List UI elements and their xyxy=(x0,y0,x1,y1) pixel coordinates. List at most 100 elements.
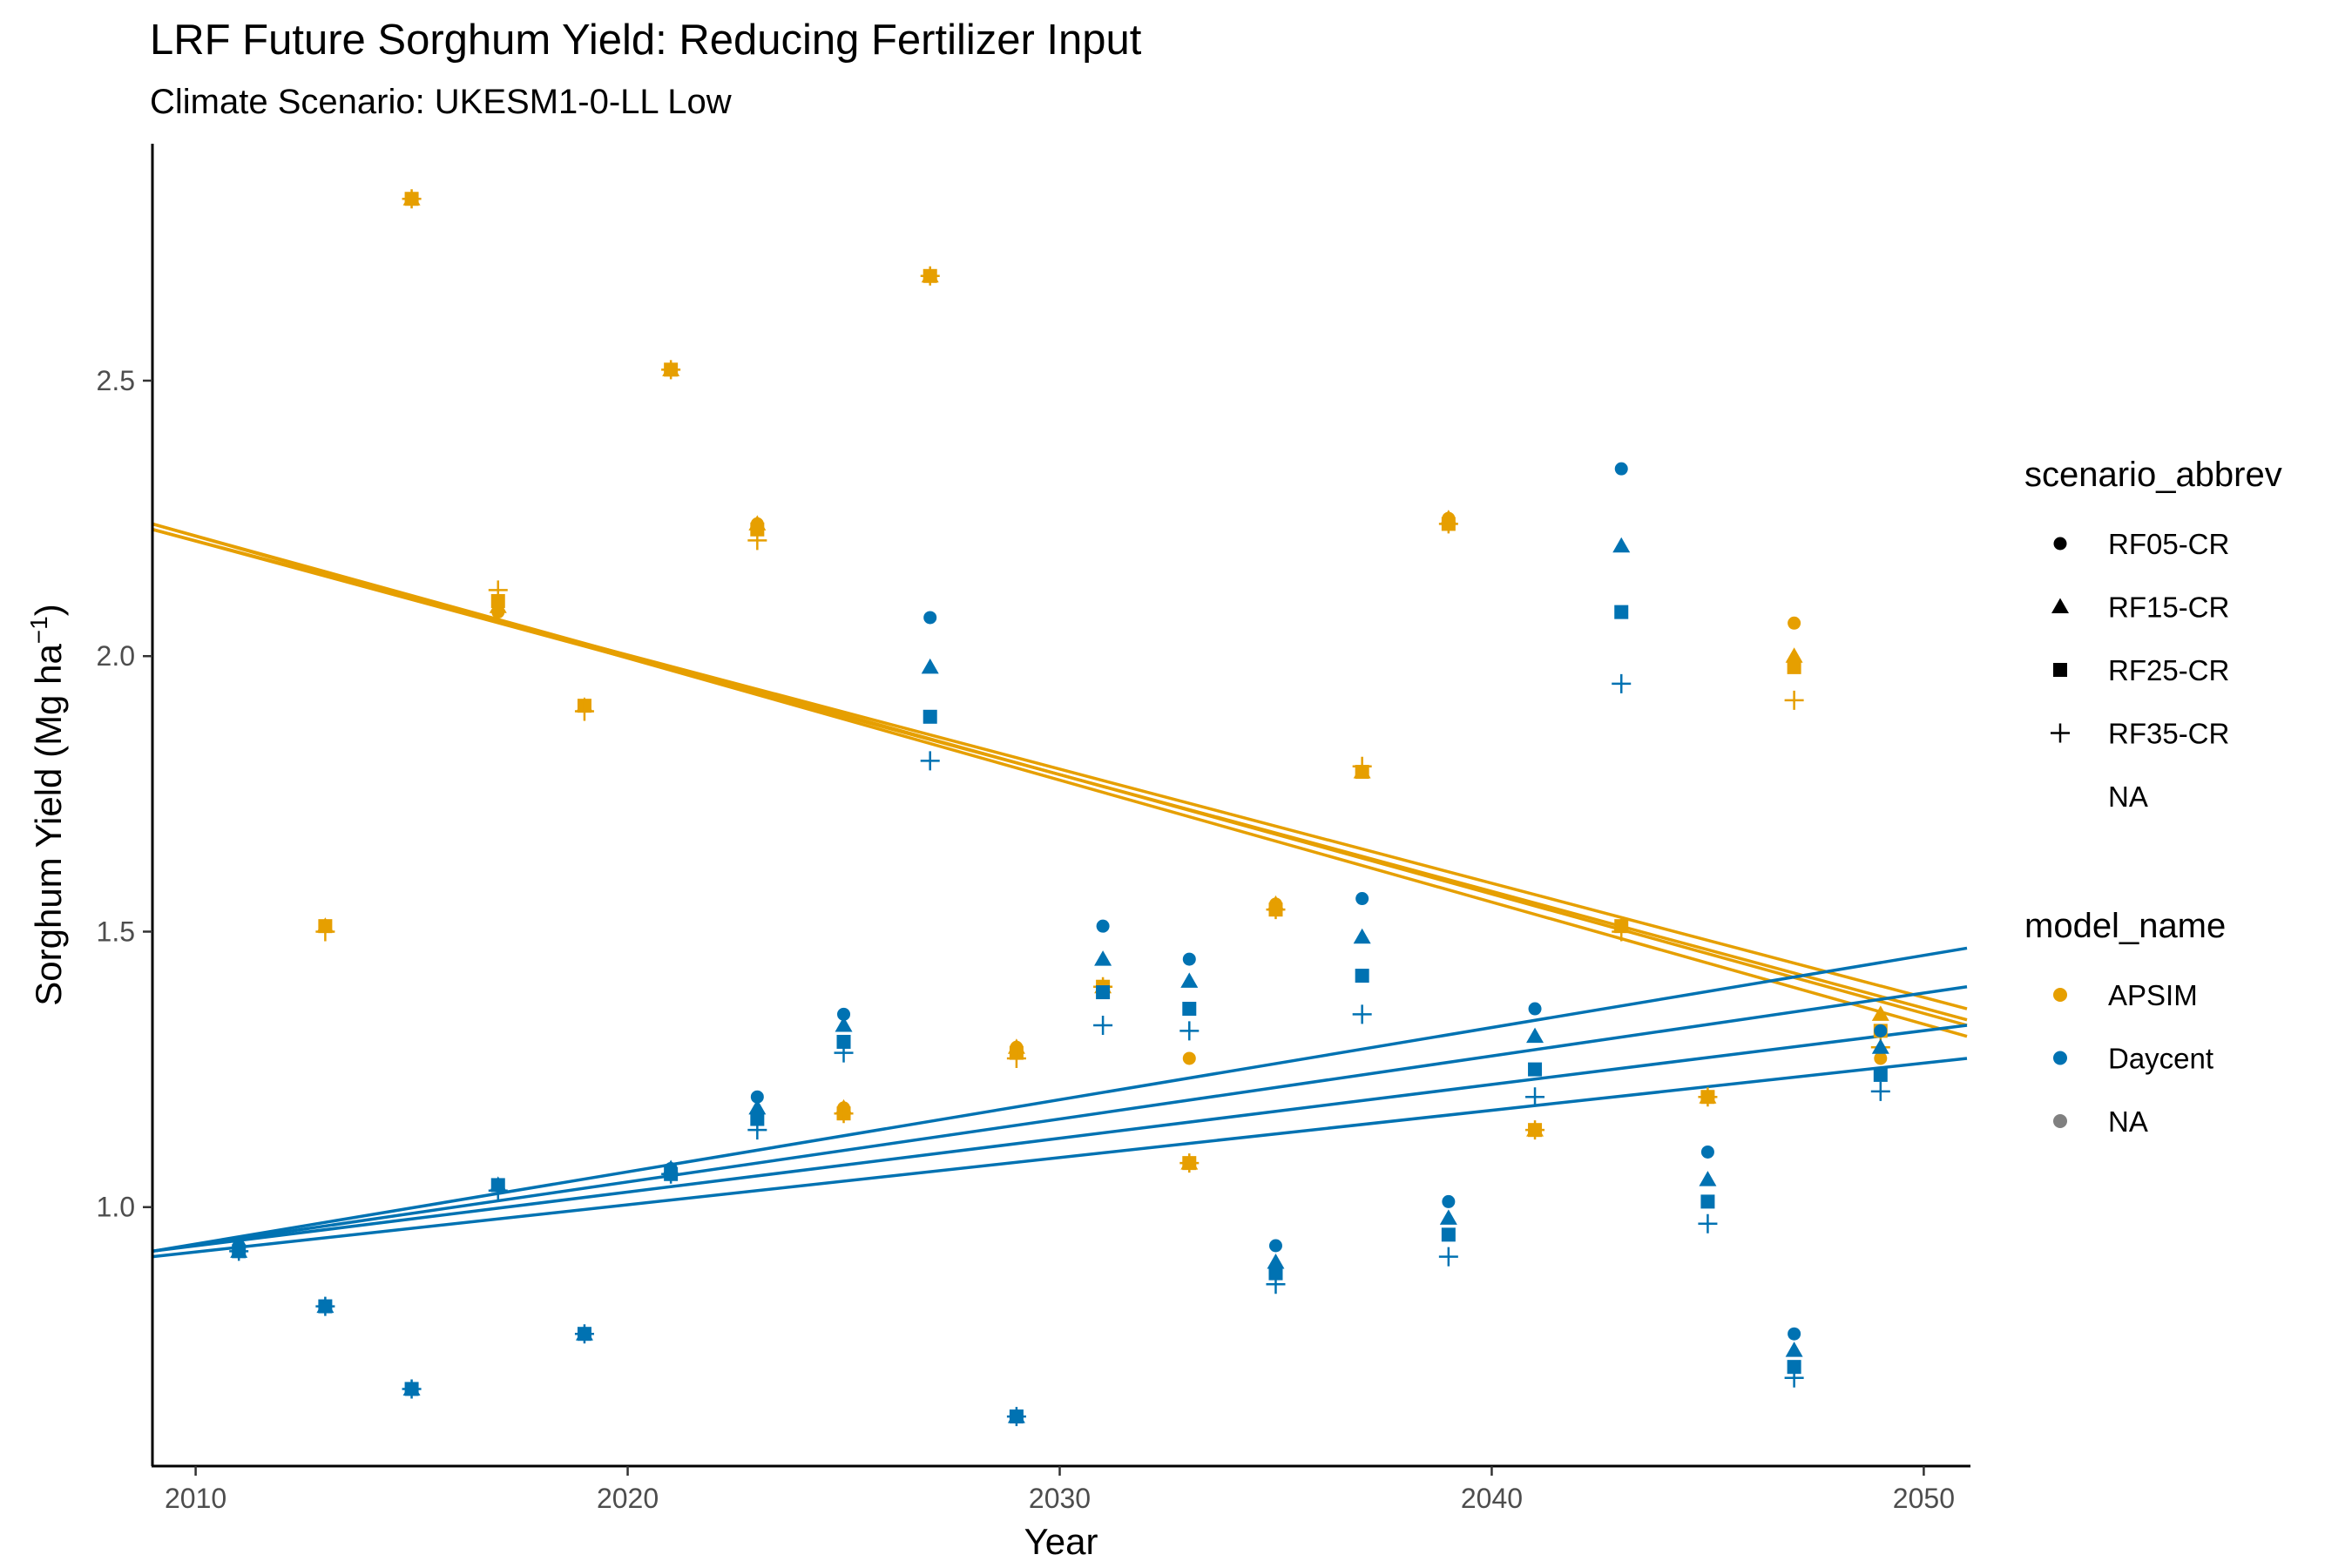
data-point-daycent-rf15-cr xyxy=(835,1017,853,1032)
data-point-daycent-rf35-cr xyxy=(1438,1247,1458,1267)
data-point-daycent-rf35-cr xyxy=(1784,1368,1804,1388)
legend-label-rf15-cr: RF15-CR xyxy=(2108,591,2229,624)
data-point-apsim-rf25-cr xyxy=(490,593,505,608)
data-point-daycent-rf15-cr xyxy=(748,1098,767,1115)
data-point-apsim-rf35-cr xyxy=(661,360,681,380)
data-point-daycent-rf05-cr xyxy=(1700,1145,1714,1159)
data-point-apsim-rf35-cr xyxy=(1352,756,1372,776)
legend-key-na xyxy=(2053,1114,2067,1128)
legend-label-model-daycent: Daycent xyxy=(2108,1043,2213,1075)
data-point-daycent-rf35-cr xyxy=(574,1324,594,1344)
data-point-daycent-rf05-cr xyxy=(1268,1239,1282,1253)
data-point-daycent-rf25-cr xyxy=(923,709,937,724)
data-point-apsim-rf05-cr xyxy=(1182,1051,1196,1065)
legend-key-apsim xyxy=(2053,988,2067,1002)
data-point-apsim-rf35-cr xyxy=(834,1104,854,1124)
data-point-daycent-rf15-cr xyxy=(1353,928,1371,944)
data-point-daycent-rf15-cr xyxy=(1612,537,1631,553)
data-point-apsim-rf35-cr xyxy=(1525,1120,1545,1140)
data-point-daycent-rf35-cr xyxy=(1870,1081,1890,1101)
data-point-daycent-rf05-cr xyxy=(1355,892,1369,906)
trend-line-daycent-rf15-cr xyxy=(152,984,1968,1254)
data-point-daycent-rf25-cr xyxy=(836,1034,851,1049)
data-point-daycent-rf25-cr xyxy=(1787,1360,1801,1375)
data-point-daycent-rf05-cr xyxy=(837,1007,851,1021)
data-point-daycent-rf15-cr xyxy=(1526,1027,1544,1044)
data-point-apsim-rf35-cr xyxy=(488,580,508,600)
data-point-daycent-rf35-cr xyxy=(315,1296,335,1316)
data-point-daycent-rf05-cr xyxy=(1528,1002,1542,1016)
y-tick-label: 2.0 xyxy=(97,640,135,672)
data-point-daycent-rf05-cr xyxy=(1182,952,1196,966)
legend-label-na: NA xyxy=(2108,781,2148,813)
data-point-apsim-rf35-cr xyxy=(574,701,594,721)
trend-line-daycent-rf35-cr xyxy=(152,1057,1968,1259)
y-axis-title-text: Sorghum Yield (Mg ha xyxy=(28,644,69,1006)
data-point-daycent-rf25-cr xyxy=(1182,1002,1197,1017)
data-point-apsim-rf35-cr xyxy=(1784,690,1804,710)
data-point-daycent-rf15-cr xyxy=(1094,950,1112,966)
y-tick-label: 2.5 xyxy=(97,365,135,396)
x-axis-title: Year xyxy=(1024,1521,1098,1562)
data-point-daycent-rf35-cr xyxy=(1006,1407,1026,1427)
data-point-daycent-rf35-cr xyxy=(229,1241,249,1261)
legend-label-model-apsim: APSIM xyxy=(2108,979,2198,1011)
data-point-apsim-rf25-cr xyxy=(1787,659,1801,674)
data-point-apsim-rf35-cr xyxy=(1612,922,1632,942)
data-point-daycent-rf35-cr xyxy=(834,1043,854,1063)
legend-label-rf05-cr: RF05-CR xyxy=(2108,528,2229,560)
data-point-daycent-rf35-cr xyxy=(1266,1274,1286,1294)
data-point-apsim-rf35-cr xyxy=(747,531,767,551)
data-point-daycent-rf25-cr xyxy=(1700,1194,1715,1209)
legend-key-rf35-cr xyxy=(2051,723,2070,743)
legend-title-scenario: scenario_abbrev xyxy=(2024,456,2282,494)
legend-label-model-na: NA xyxy=(2108,1105,2148,1138)
data-point-daycent-rf25-cr xyxy=(1441,1227,1456,1242)
data-point-daycent-rf15-cr xyxy=(1871,1038,1889,1054)
data-point-daycent-rf35-cr xyxy=(402,1379,422,1399)
data-point-apsim-rf05-cr xyxy=(1788,616,1801,630)
chart-subtitle: Climate Scenario: UKESM1-0-LL Low xyxy=(150,83,732,121)
data-point-apsim-rf15-cr xyxy=(1785,647,1803,663)
data-point-daycent-rf05-cr xyxy=(1442,1194,1456,1208)
data-point-apsim-rf35-cr xyxy=(1266,900,1286,920)
data-point-daycent-rf25-cr xyxy=(1355,969,1369,983)
y-tick-label: 1.5 xyxy=(97,916,135,947)
data-point-daycent-rf15-cr xyxy=(1267,1253,1285,1269)
data-point-daycent-rf05-cr xyxy=(750,1090,764,1104)
x-tick-label: 2030 xyxy=(1029,1483,1091,1514)
data-point-daycent-rf05-cr xyxy=(923,611,937,625)
trend-line-apsim-rf35-cr xyxy=(152,528,1968,1010)
trend-line-daycent-rf05-cr xyxy=(152,946,1968,1254)
data-point-daycent-rf35-cr xyxy=(1612,673,1632,693)
data-point-daycent-rf35-cr xyxy=(1352,1004,1372,1024)
y-axis-title: Sorghum Yield (Mg ha−1) xyxy=(25,604,69,1006)
data-point-daycent-rf35-cr xyxy=(488,1180,508,1200)
data-point-daycent-rf35-cr xyxy=(1093,1016,1113,1035)
y-axis-title-sup: −1 xyxy=(25,616,52,644)
data-point-daycent-rf25-cr xyxy=(1528,1062,1543,1077)
data-point-daycent-rf35-cr xyxy=(661,1164,681,1184)
data-point-daycent-rf25-cr xyxy=(750,1112,765,1126)
data-point-daycent-rf15-cr xyxy=(1180,972,1199,988)
data-point-daycent-rf15-cr xyxy=(1699,1171,1717,1186)
data-point-daycent-rf35-cr xyxy=(1525,1087,1545,1107)
y-tick-label: 1.0 xyxy=(97,1192,135,1223)
data-point-apsim-rf05-cr xyxy=(1874,1051,1888,1065)
legend-key-rf15-cr xyxy=(2051,598,2069,613)
data-point-daycent-rf25-cr xyxy=(1268,1266,1283,1281)
chart-title: LRF Future Sorghum Yield: Reducing Ferti… xyxy=(150,17,1142,64)
data-point-daycent-rf35-cr xyxy=(747,1120,767,1140)
legend-key-rf05-cr xyxy=(2053,537,2067,551)
data-point-daycent-rf25-cr xyxy=(1096,985,1111,1000)
data-point-apsim-rf35-cr xyxy=(1438,514,1458,534)
data-point-daycent-rf25-cr xyxy=(1614,605,1629,619)
data-point-apsim-rf35-cr xyxy=(315,922,335,942)
trend-line-apsim-rf25-cr xyxy=(152,528,1968,1022)
x-tick-label: 2020 xyxy=(597,1483,659,1514)
data-point-daycent-rf25-cr xyxy=(1873,1067,1888,1082)
data-point-daycent-rf05-cr xyxy=(1614,462,1628,476)
trend-line-daycent-rf25-cr xyxy=(152,1024,1968,1254)
